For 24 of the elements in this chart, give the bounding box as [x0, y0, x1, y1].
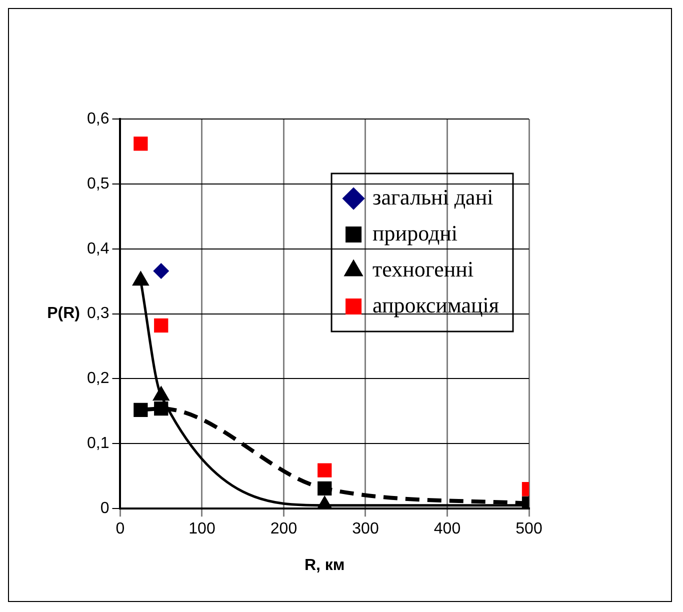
y-tick-label: 0,6 — [86, 110, 110, 128]
y-axis-title: P(R) — [47, 305, 80, 322]
y-tick-label: 0,4 — [86, 240, 110, 258]
legend-label: загальні дані — [372, 184, 494, 210]
y-tick-label: 0,2 — [86, 370, 110, 388]
point — [153, 262, 170, 279]
legend-label: техногенні — [372, 256, 474, 282]
x-tick-label: 300 — [352, 520, 379, 538]
legend-label: апроксимація — [372, 292, 499, 318]
point — [154, 402, 168, 416]
point — [134, 402, 148, 417]
y-tick-label: 0,3 — [86, 305, 110, 322]
x-tick-label: 200 — [270, 520, 298, 538]
point — [134, 136, 148, 151]
y-tick-label: 0,1 — [86, 435, 110, 452]
y-tick-label: 0,5 — [86, 175, 110, 192]
x-tick-label: 0 — [116, 520, 125, 538]
x-axis-title: R, км — [304, 556, 345, 574]
point — [154, 318, 168, 333]
x-tick-label: 400 — [434, 520, 461, 538]
legend-label: природні — [372, 220, 458, 246]
x-tick-label: 500 — [516, 520, 542, 538]
y-tick-label: 0 — [100, 500, 110, 518]
x-tick-label: 100 — [188, 520, 216, 538]
